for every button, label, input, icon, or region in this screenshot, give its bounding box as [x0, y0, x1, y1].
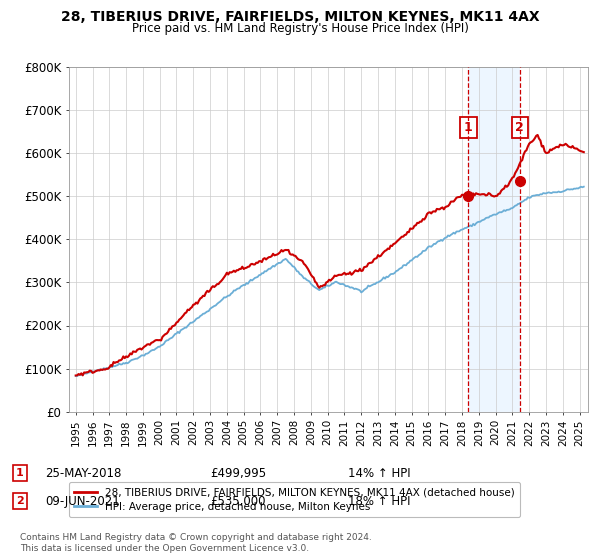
- Text: 18% ↑ HPI: 18% ↑ HPI: [348, 494, 410, 508]
- Legend: 28, TIBERIUS DRIVE, FAIRFIELDS, MILTON KEYNES, MK11 4AX (detached house), HPI: A: 28, TIBERIUS DRIVE, FAIRFIELDS, MILTON K…: [69, 482, 520, 517]
- Text: £535,000: £535,000: [210, 494, 265, 508]
- Text: 28, TIBERIUS DRIVE, FAIRFIELDS, MILTON KEYNES, MK11 4AX: 28, TIBERIUS DRIVE, FAIRFIELDS, MILTON K…: [61, 10, 539, 24]
- Bar: [469, 67, 520, 412]
- Text: 25-MAY-2018: 25-MAY-2018: [45, 466, 121, 480]
- Text: 1: 1: [16, 468, 23, 478]
- Text: 14% ↑ HPI: 14% ↑ HPI: [348, 466, 410, 480]
- Text: Contains HM Land Registry data © Crown copyright and database right 2024.
This d: Contains HM Land Registry data © Crown c…: [20, 533, 371, 553]
- Text: Price paid vs. HM Land Registry's House Price Index (HPI): Price paid vs. HM Land Registry's House …: [131, 22, 469, 35]
- Text: £499,995: £499,995: [210, 466, 266, 480]
- Text: 09-JUN-2021: 09-JUN-2021: [45, 494, 120, 508]
- Text: 2: 2: [515, 121, 524, 134]
- Text: 2: 2: [16, 496, 23, 506]
- Text: 1: 1: [464, 121, 473, 134]
